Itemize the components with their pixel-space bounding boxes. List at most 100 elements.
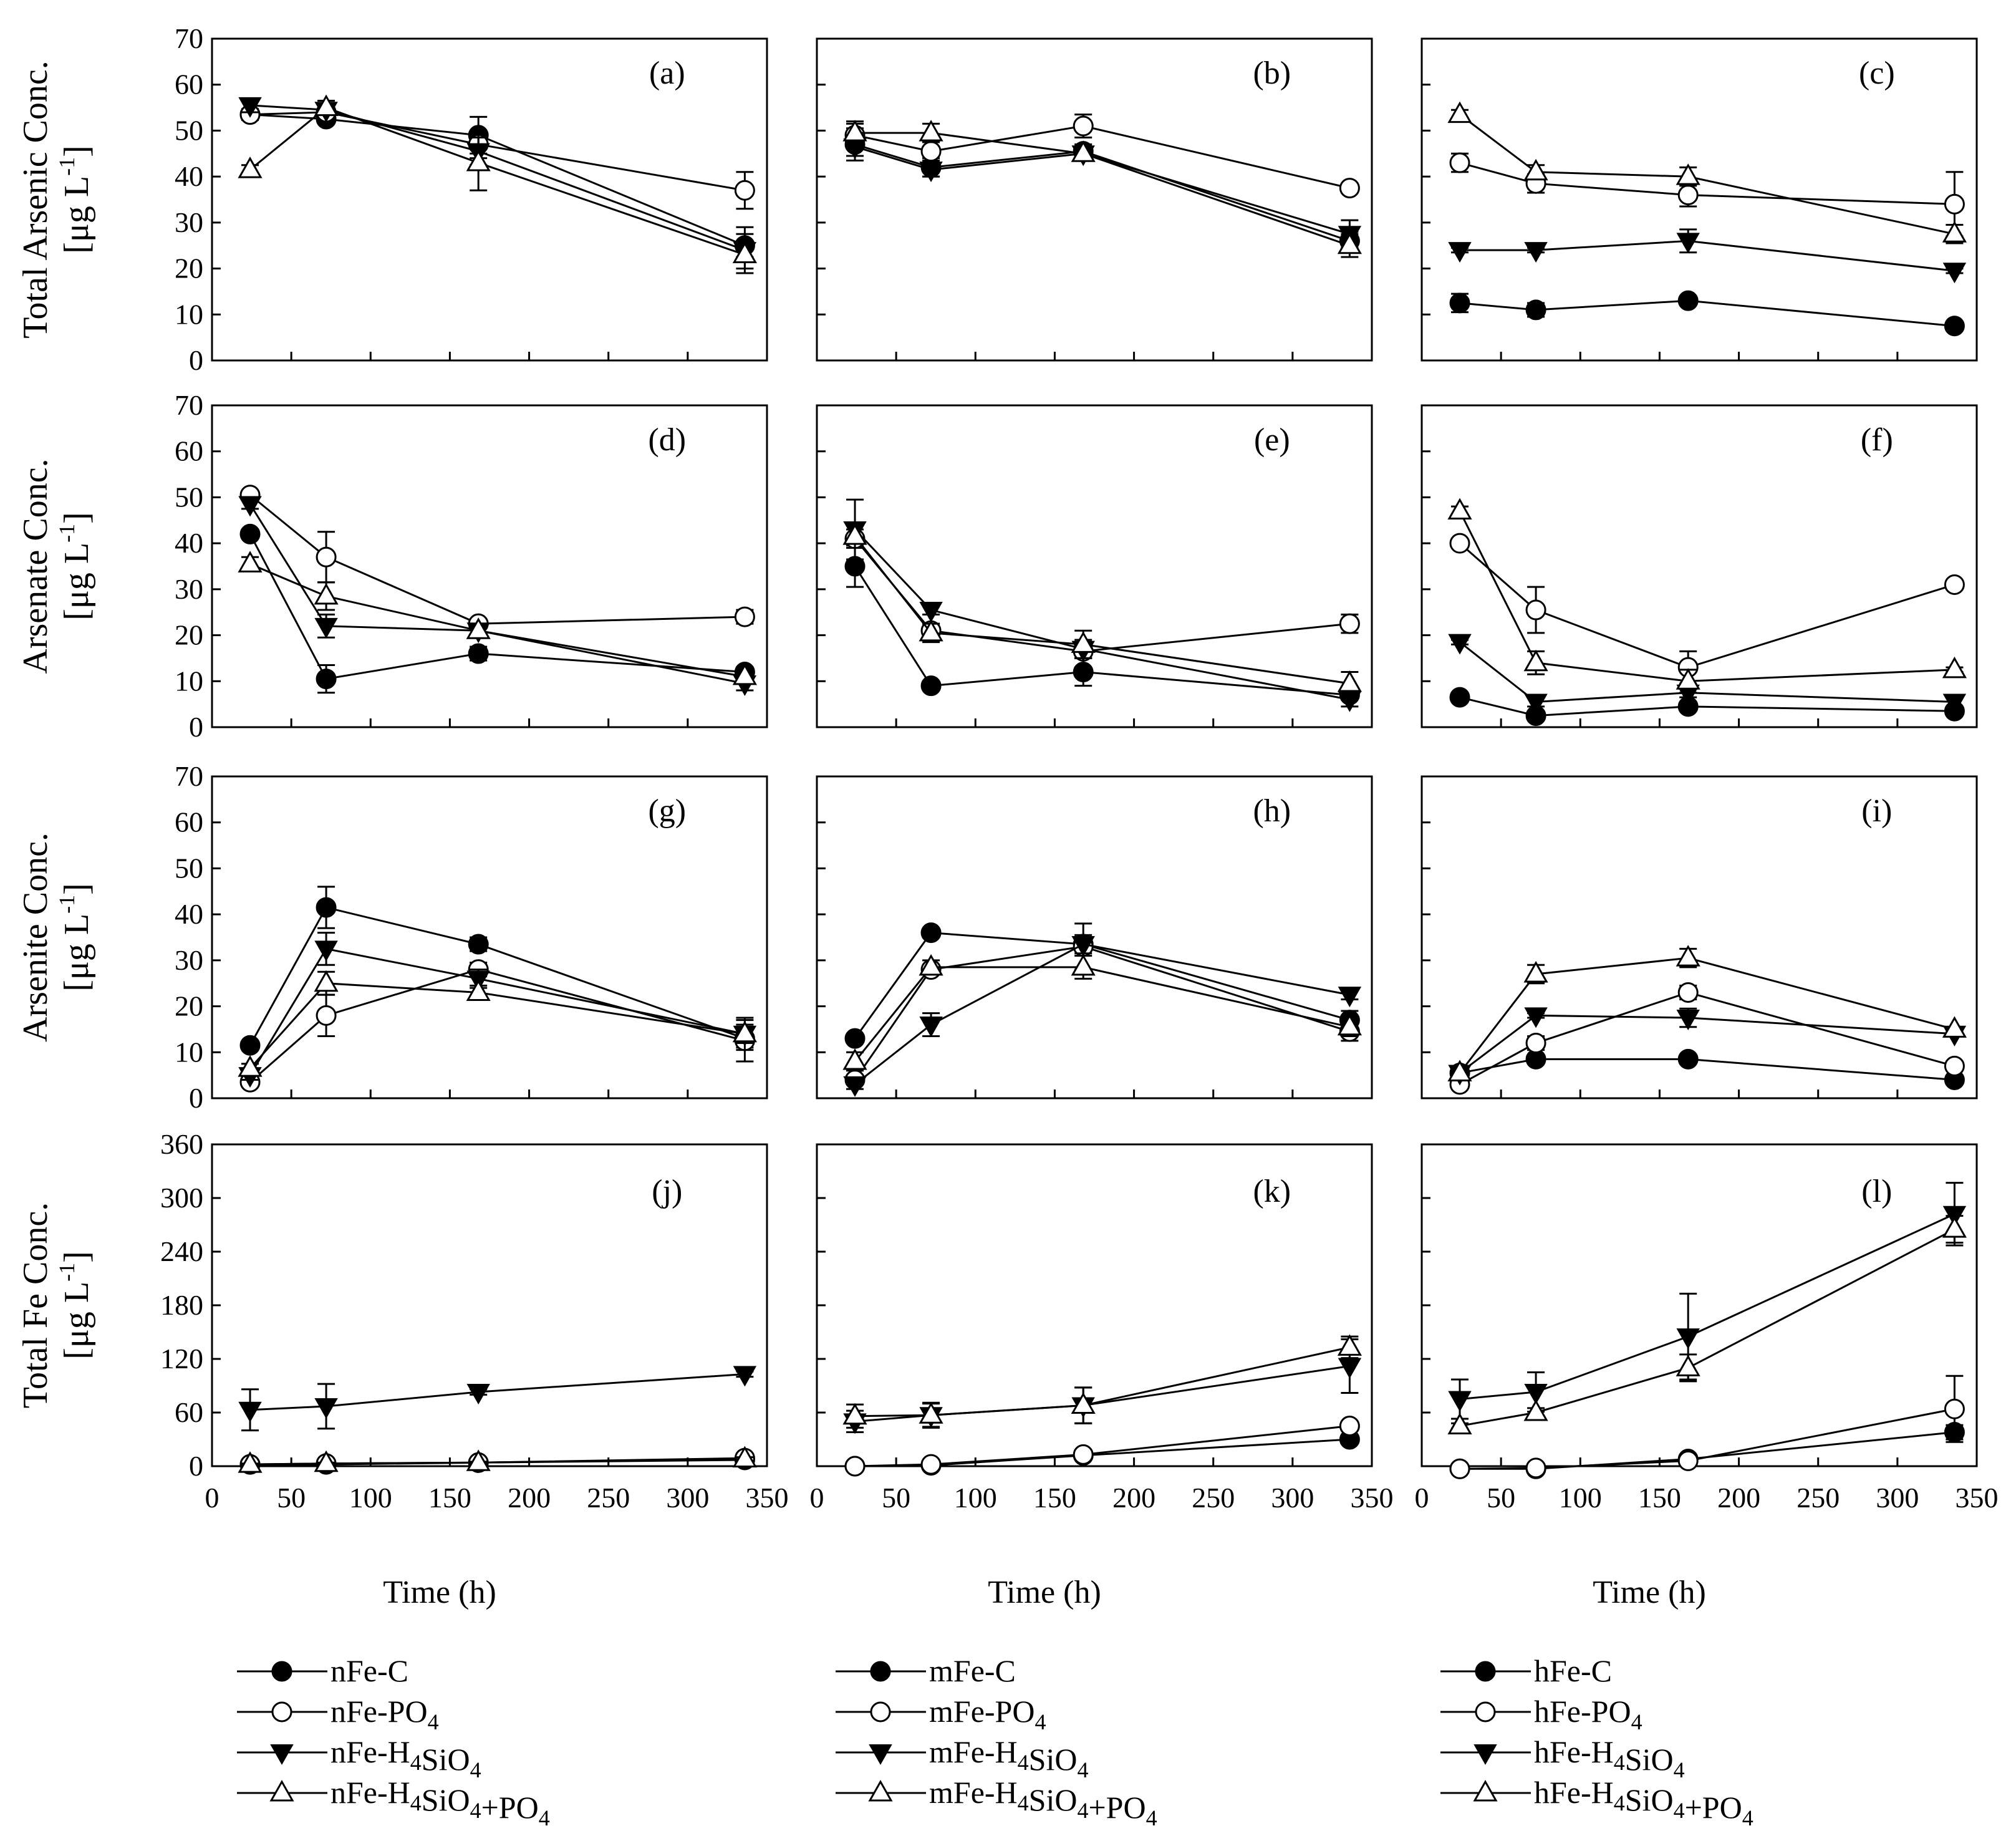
panel-label: (j) (652, 1174, 682, 1209)
data-point (1337, 670, 1362, 692)
y-tick-label: 30 (175, 944, 203, 976)
data-point (1449, 292, 1470, 314)
y-tick-label: 0 (189, 344, 203, 376)
panel-j: 0 60 120 180 240 300 360 0 50 100 150 200 250 300 350 (… (160, 1128, 789, 1514)
data-point (1525, 299, 1546, 321)
y-axis-title-main: Total Fe Conc. (16, 1202, 55, 1408)
data-point (316, 1005, 337, 1026)
data-point (1942, 221, 1967, 243)
data-point (1524, 242, 1548, 263)
data-point (919, 602, 943, 623)
data-point (734, 606, 755, 627)
data-point (1676, 1328, 1700, 1350)
legend-entry: mFe-PO4 (836, 1694, 1046, 1734)
data-point (1449, 1458, 1470, 1479)
series-line (250, 1458, 745, 1466)
y-tick-label: 40 (175, 898, 203, 930)
legend-entry: nFe-H4SiO4+PO4 (237, 1775, 550, 1830)
data-point (920, 1454, 942, 1475)
y-axis-title: Arsenate Conc. [μg L-1] (16, 458, 96, 674)
data-point (1339, 613, 1360, 634)
x-tick-label: 0 (1415, 1482, 1429, 1514)
data-point (1337, 1334, 1362, 1356)
data-point (1676, 945, 1700, 967)
panel-l: 0 50 100 150 200 250 300 350 (l) (1415, 1143, 1999, 1514)
data-point (842, 120, 867, 142)
x-tick-label: 300 (1271, 1482, 1314, 1514)
data-point (1447, 1413, 1472, 1434)
series-open-triangle-up (238, 94, 757, 270)
data-point (314, 1450, 339, 1472)
y-tick-label: 70 (175, 760, 203, 792)
panel-label: (l) (1861, 1174, 1892, 1209)
data-point (919, 1402, 943, 1424)
data-point (1524, 1007, 1548, 1028)
series-open-triangle-up (1447, 945, 1967, 1081)
series-line (1459, 114, 1955, 235)
x-tick-label: 200 (1112, 1482, 1155, 1514)
series-line (249, 106, 745, 256)
legend-marker (269, 1779, 294, 1802)
series-line (1460, 1408, 1955, 1470)
data-point (1337, 1013, 1362, 1036)
panel-frame (1420, 37, 1978, 362)
legend-marker (868, 1779, 893, 1802)
panel-frame (1420, 775, 1978, 1099)
data-point (1337, 232, 1362, 254)
series-line (249, 494, 745, 625)
legend-label: nFe-H4SiO4+PO4 (330, 1775, 550, 1830)
data-point (1524, 693, 1548, 715)
y-axis-title: Total Arsenic Conc. [μg L-1] (16, 60, 96, 339)
x-axis-title: Time (h) (1593, 1575, 1706, 1610)
legend-entry: mFe-H4SiO4 (836, 1734, 1088, 1782)
x-tick-label: 0 (205, 1482, 219, 1514)
panel-k: 0 50 100 150 200 250 300 350 (k) (810, 1143, 1394, 1514)
series-open-triangle-up (1447, 1215, 1967, 1434)
legend-entry: hFe-H4SiO4 (1440, 1734, 1685, 1782)
x-tick-label: 350 (746, 1482, 789, 1514)
series-open-triangle-up (1447, 101, 1967, 244)
y-tick-label: 300 (160, 1182, 203, 1214)
panel-frame (816, 404, 1373, 728)
series-line (1459, 510, 1955, 682)
series-line (854, 943, 1350, 1086)
series-open-triangle-up (842, 120, 1362, 258)
series-open-circle (844, 114, 1360, 199)
series-line (854, 1425, 1350, 1467)
data-point (1525, 1457, 1546, 1479)
data-point (1677, 290, 1699, 311)
legend-marker (1473, 1744, 1497, 1766)
legend-entry: hFe-H4SiO4+PO4 (1440, 1775, 1753, 1830)
data-point (1449, 687, 1470, 708)
data-point (1676, 1355, 1700, 1376)
series-filled-circle (844, 922, 1360, 1049)
panel-a: 0 10 20 30 40 50 60 70 (a) (175, 22, 768, 376)
data-point (314, 617, 338, 639)
series-line (855, 1346, 1350, 1418)
y-tick-label: 60 (175, 806, 203, 838)
legend-label: nFe-H4SiO4 (330, 1734, 481, 1782)
data-point (314, 970, 339, 992)
y-tick-label: 50 (175, 114, 203, 146)
series-filled-triangle-down (843, 934, 1362, 1097)
x-tick-label: 150 (1033, 1482, 1076, 1514)
x-tick-label: 100 (349, 1482, 392, 1514)
x-tick-label: 150 (1638, 1482, 1681, 1514)
data-point (732, 241, 757, 263)
series-open-circle (239, 485, 755, 634)
panel-label: (k) (1253, 1174, 1291, 1209)
x-tick-label: 200 (508, 1482, 551, 1514)
series-line (1459, 1213, 1956, 1400)
series-line (854, 145, 1350, 235)
data-point (1944, 316, 1965, 337)
panel-h: (h) (816, 775, 1373, 1099)
data-point (919, 619, 943, 642)
data-point (732, 663, 757, 685)
y-tick-label: 20 (175, 990, 203, 1022)
data-point (919, 162, 943, 183)
series-open-triangle-up (1447, 498, 1967, 694)
data-point (316, 897, 337, 918)
legend-marker (869, 1744, 892, 1766)
data-point (1448, 1391, 1472, 1412)
series-line (854, 536, 1350, 685)
